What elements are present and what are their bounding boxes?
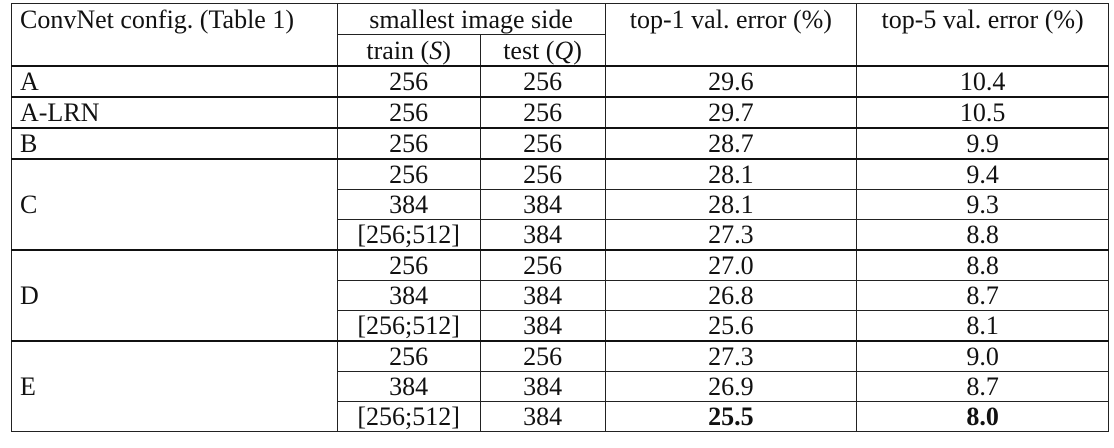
table-row: A 256 256 29.6 10.4 xyxy=(11,65,1109,98)
row-e2-train: 384 xyxy=(336,371,481,402)
row-c2-test: 384 xyxy=(479,189,606,220)
header-test-label: test ( xyxy=(503,35,555,65)
row-e1-top5: 9.0 xyxy=(856,340,1109,372)
row-d-config: D xyxy=(11,249,338,342)
row-d1-top1: 27.0 xyxy=(604,249,858,281)
header-test-var: Q xyxy=(554,35,574,65)
row-d2-train: 384 xyxy=(336,280,481,311)
row-c2-train: 384 xyxy=(336,189,481,220)
row-alrn-config: A-LRN xyxy=(11,96,338,129)
row-c-config: C xyxy=(11,158,338,251)
row-a-test: 256 xyxy=(479,65,606,98)
row-e1-top1: 27.3 xyxy=(604,340,858,372)
table-row: 384 384 26.8 8.7 xyxy=(12,280,1109,311)
row-alrn-top5: 10.5 xyxy=(856,96,1109,129)
row-e-config: E xyxy=(11,340,338,432)
table-row: C 256 256 28.1 9.4 xyxy=(11,158,1109,251)
row-e1-train: 256 xyxy=(336,340,481,372)
header-test-close: ) xyxy=(573,35,582,65)
header-config-cont xyxy=(11,34,338,67)
row-alrn-top1: 29.7 xyxy=(604,96,858,129)
header-train: train (S) xyxy=(336,34,481,67)
row-a-top1: 29.6 xyxy=(604,65,858,98)
row-b-top1: 28.7 xyxy=(604,127,858,160)
row-c2-top1: 28.1 xyxy=(604,189,858,220)
row-a-top5: 10.4 xyxy=(856,65,1109,98)
row-d1-top5: 8.8 xyxy=(856,249,1109,281)
row-d3-test: 384 xyxy=(479,310,606,342)
row-b-test: 256 xyxy=(479,127,606,160)
table-row: B 256 256 28.7 9.9 xyxy=(11,127,1109,160)
row-c3-train: [256;512] xyxy=(336,219,481,251)
row-d1-test: 256 xyxy=(479,249,606,281)
header-config: ConvNet config. (Table 1) xyxy=(11,3,338,35)
row-c3-top5: 8.8 xyxy=(856,219,1109,251)
row-e1-test: 256 xyxy=(479,340,606,372)
header-top5: top-5 val. error (%) xyxy=(856,3,1109,35)
row-c3-test: 384 xyxy=(479,219,606,251)
table-row: [256;512] 384 25.6 8.1 xyxy=(12,310,1109,342)
header-train-close: ) xyxy=(442,35,451,65)
header-smallest-side: smallest image side xyxy=(336,3,606,35)
row-c1-test: 256 xyxy=(479,158,606,190)
row-e2-test: 384 xyxy=(479,371,606,402)
results-table: ConvNet config. (Table 1) smallest image… xyxy=(11,3,1109,432)
table-row: 384 384 28.1 9.3 xyxy=(12,189,1109,220)
row-alrn-test: 256 xyxy=(479,96,606,129)
row-d2-top5: 8.7 xyxy=(856,280,1109,311)
row-e2-top5: 8.7 xyxy=(856,371,1109,402)
row-a-train: 256 xyxy=(336,65,481,98)
header-top1-cont xyxy=(604,34,858,67)
header-row-2: train (S) test (Q) xyxy=(11,34,1109,67)
row-d3-top1: 25.6 xyxy=(604,310,858,342)
table-row: 384 384 26.9 8.7 xyxy=(12,371,1109,402)
row-d3-top5: 8.1 xyxy=(856,310,1109,342)
row-c2-top5: 9.3 xyxy=(856,189,1109,220)
row-b-train: 256 xyxy=(336,127,481,160)
row-d3-train: [256;512] xyxy=(336,310,481,342)
row-c1-top1: 28.1 xyxy=(604,158,858,190)
table-row: E 256 256 27.3 9.0 xyxy=(11,340,1109,432)
header-top5-cont xyxy=(856,34,1109,67)
header-train-label: train ( xyxy=(366,35,430,65)
table-row: D 256 256 27.0 8.8 xyxy=(11,249,1109,342)
row-d1-train: 256 xyxy=(336,249,481,281)
row-e3-test: 384 xyxy=(479,401,606,432)
row-c1-train: 256 xyxy=(336,158,481,190)
header-row-1: ConvNet config. (Table 1) smallest image… xyxy=(11,3,1109,35)
row-c1-top5: 9.4 xyxy=(856,158,1109,190)
table-row: A-LRN 256 256 29.7 10.5 xyxy=(11,96,1109,129)
row-e3-top5: 8.0 xyxy=(856,401,1109,432)
row-d2-test: 384 xyxy=(479,280,606,311)
row-e3-top1: 25.5 xyxy=(604,401,858,432)
header-train-var: S xyxy=(429,35,443,65)
row-e2-top1: 26.9 xyxy=(604,371,858,402)
row-b-top5: 9.9 xyxy=(856,127,1109,160)
table-row: [256;512] 384 25.5 8.0 xyxy=(12,401,1109,432)
row-b-config: B xyxy=(11,127,338,160)
row-a-config: A xyxy=(11,65,338,98)
row-e3-train: [256;512] xyxy=(336,401,481,432)
row-alrn-train: 256 xyxy=(336,96,481,129)
row-c3-top1: 27.3 xyxy=(604,219,858,251)
header-test: test (Q) xyxy=(479,34,606,67)
row-d2-top1: 26.8 xyxy=(604,280,858,311)
header-top1: top-1 val. error (%) xyxy=(604,3,858,35)
